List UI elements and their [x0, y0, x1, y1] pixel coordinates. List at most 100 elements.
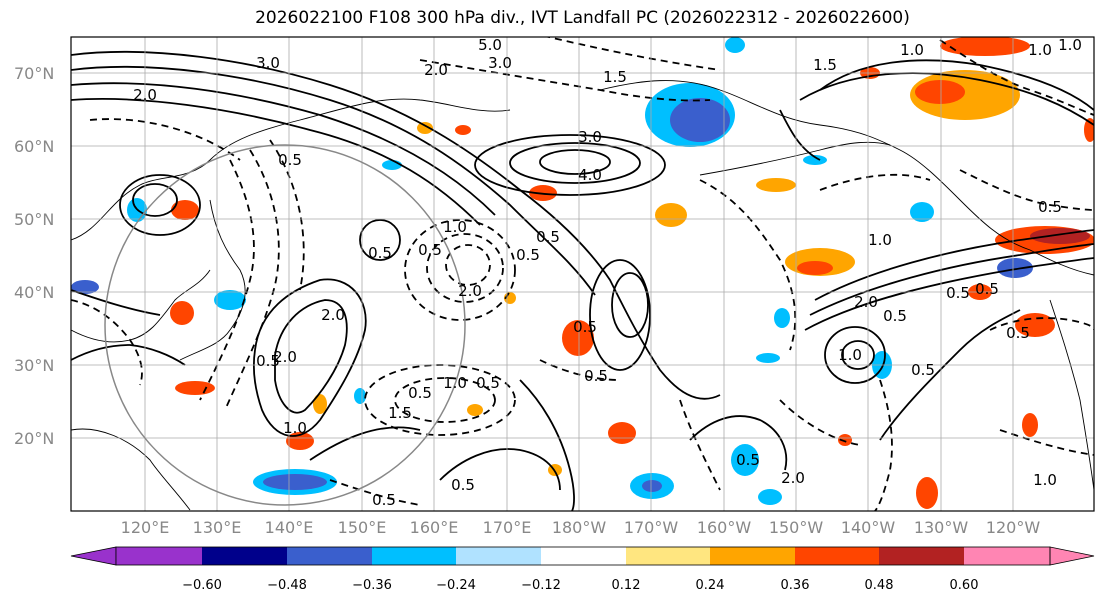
asia-coast [71, 98, 511, 241]
contour-label: 0.5 [536, 228, 560, 246]
positive-patch [655, 203, 687, 227]
colorbar-tick-label: 0.36 [781, 578, 810, 593]
contour-line [679, 399, 721, 491]
lon-label: 120°W [986, 518, 1041, 537]
contour-line [799, 72, 1094, 126]
contour-line [841, 340, 875, 370]
contour-line [445, 244, 491, 286]
contour-line [509, 142, 641, 184]
contour-line [474, 134, 666, 196]
map-content: 5.03.03.0 2.03.04.01.51.02.01.51.00.50.51… [71, 36, 1094, 511]
negative-patch [774, 308, 790, 328]
positive-patch [170, 301, 194, 325]
colorbar-segment [287, 547, 372, 565]
contour-line [959, 169, 1094, 211]
contour-label: 0.5 [476, 374, 500, 392]
contour-line [274, 299, 348, 414]
contour-line [426, 233, 504, 303]
contour-line [814, 229, 1094, 301]
contour-line [874, 379, 893, 511]
contour-line [824, 326, 886, 384]
contour-line [939, 39, 1094, 116]
contour-line [199, 159, 255, 401]
colorbar-tick-label: 0.24 [696, 578, 725, 593]
contour-label: 4.0 [578, 166, 602, 184]
contour-label: 0.5 [372, 491, 396, 509]
contour-label: 3.0 [256, 54, 280, 72]
negative-patch [756, 353, 780, 363]
contour-label: 1.0 [283, 419, 307, 437]
contour-label: 0.5 [584, 367, 608, 385]
colorbar-segment [626, 547, 710, 565]
contour-label: 3.0 [578, 128, 602, 146]
north-america-west-coast [1049, 299, 1094, 491]
contour-label: 2.0 [273, 348, 297, 366]
contour-label: 0.5 [911, 361, 935, 379]
contour-label: 0.5 [451, 476, 475, 494]
lon-label: 130°E [193, 518, 242, 537]
contour-label: 3.0 [488, 54, 512, 72]
positive-patch [562, 320, 594, 356]
contour-label: 1.0 [868, 231, 892, 249]
contour-label: 1.0 [900, 41, 924, 59]
contour-label: 1.0 [838, 346, 862, 364]
positive-patch [756, 178, 796, 192]
contour-line [999, 429, 1094, 456]
colorbar-tick-label: 0.48 [865, 578, 894, 593]
japan-coast [179, 199, 246, 361]
dashed-contours [71, 37, 1094, 511]
contour-label: 1.0 [443, 218, 467, 236]
negative-patch [997, 258, 1033, 278]
aleutian-chain [699, 141, 891, 176]
contour-label: 1.0 [443, 374, 467, 392]
colorbar-tick-label: −0.36 [352, 578, 392, 593]
contour-label: 2.0 [133, 86, 157, 104]
positive-patch [171, 200, 199, 220]
negative-patch [758, 489, 782, 505]
lon-label: 150°W [769, 518, 824, 537]
contour-line [611, 272, 649, 338]
lat-label: 50°N [14, 210, 54, 229]
contour-line [539, 149, 611, 175]
contour-label: 0.5 [516, 246, 540, 264]
lon-label: 150°E [338, 518, 387, 537]
contour-label: 1.0 [1033, 471, 1057, 489]
contour-label: 2.0 [781, 469, 805, 487]
map-border [70, 36, 1095, 512]
contour-line [419, 59, 711, 102]
negative-patch [263, 474, 327, 490]
positive-patch [915, 80, 965, 104]
contour-line [359, 219, 401, 261]
gridlines [71, 37, 1094, 511]
lon-label: 130°W [914, 518, 969, 537]
contour-line [809, 243, 1094, 316]
negative-patch [910, 202, 934, 222]
contour-label: 2.0 [854, 293, 878, 311]
colorbar-tick-label: −0.48 [267, 578, 307, 593]
colorbar-ticks: −0.60 −0.48 −0.36 −0.24 −0.12 0.12 0.24 … [182, 578, 978, 593]
contour-label: 0.5 [418, 241, 442, 259]
contour-line [269, 139, 305, 291]
lon-label: 140°E [265, 518, 314, 537]
contour-label: 1.0 [1058, 36, 1082, 54]
negative-patch [731, 444, 759, 476]
lon-label: 170°E [483, 518, 532, 537]
southeast-asia-coast [71, 428, 191, 511]
lat-label: 30°N [14, 356, 54, 375]
colorbar-extend-min [70, 546, 117, 566]
contour-line [224, 149, 280, 411]
positive-patch [1030, 228, 1090, 244]
contour-line [71, 299, 143, 386]
lon-label: 160°E [410, 518, 459, 537]
contour-line [71, 344, 186, 366]
colorbar-segment [116, 547, 202, 565]
contour-label: 0.5 [573, 318, 597, 336]
positive-patch [175, 381, 215, 395]
positive-patch [455, 125, 471, 135]
contour-label: 0.5 [408, 384, 432, 402]
positive-patch [838, 434, 852, 446]
contour-line [119, 174, 201, 236]
contour-label: 2.0 [424, 61, 448, 79]
positive-patch [417, 122, 433, 134]
